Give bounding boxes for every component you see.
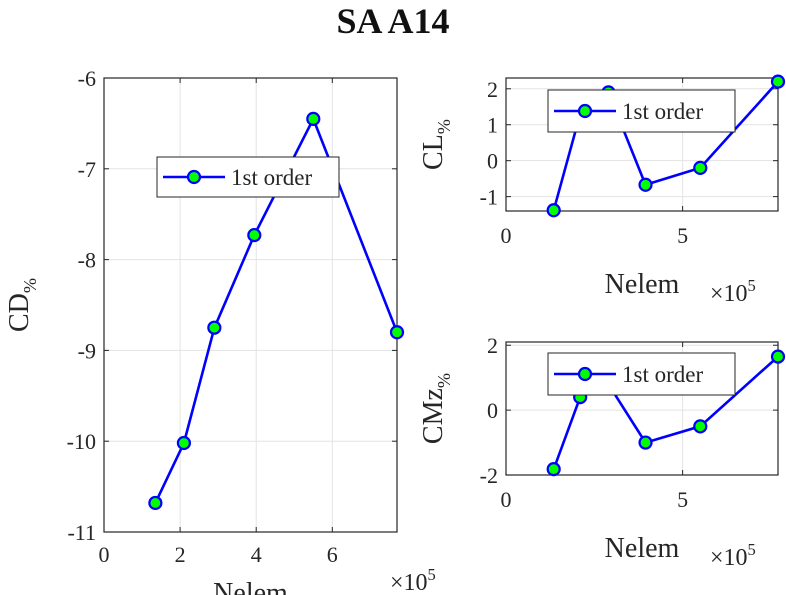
x-axis-exponent: ×105 bbox=[710, 276, 756, 307]
data-point bbox=[176, 435, 192, 451]
legend-box bbox=[156, 156, 340, 198]
y-tick-label: -1 bbox=[480, 185, 498, 210]
data-point bbox=[247, 227, 262, 243]
data-point bbox=[693, 160, 708, 175]
data-point bbox=[546, 462, 561, 477]
y-tick-label: -11 bbox=[67, 520, 96, 545]
x-tick-label: 5 bbox=[677, 487, 688, 512]
y-tick-label: -9 bbox=[78, 338, 96, 363]
y-axis-label: CMz% bbox=[418, 373, 454, 444]
plot-area bbox=[104, 78, 397, 532]
data-point bbox=[389, 325, 405, 340]
data-point bbox=[306, 111, 321, 126]
data-point bbox=[770, 349, 786, 364]
y-tick-label: -10 bbox=[67, 429, 96, 454]
data-point bbox=[693, 419, 708, 434]
series-line bbox=[154, 115, 399, 504]
x-axis-exponent: ×105 bbox=[390, 565, 436, 595]
x-tick-label: 0 bbox=[501, 487, 512, 512]
x-tick-label: 2 bbox=[175, 542, 186, 567]
y-tick-label: 0 bbox=[487, 149, 498, 174]
figure-title: SA A14 bbox=[336, 1, 450, 41]
x-axis-label: Nelem bbox=[605, 269, 680, 300]
data-point bbox=[148, 495, 163, 511]
axes-box bbox=[505, 77, 779, 212]
y-axis-label: CL% bbox=[418, 119, 454, 170]
x-axis-exponent: ×105 bbox=[710, 540, 756, 571]
legend-label: 1st order bbox=[231, 165, 312, 190]
x-axis-label: Nelem bbox=[605, 533, 680, 564]
y-tick-label: -2 bbox=[480, 463, 498, 488]
legend-label: 1st order bbox=[622, 99, 703, 124]
legend-marker bbox=[577, 103, 593, 119]
x-axis-label: Nelem bbox=[213, 578, 288, 595]
axes-box bbox=[103, 77, 398, 533]
data-point bbox=[638, 435, 653, 450]
y-tick-label: 2 bbox=[487, 333, 498, 358]
data-point bbox=[770, 74, 786, 89]
legend-marker bbox=[186, 169, 202, 185]
data-point bbox=[546, 203, 561, 218]
x-tick-label: 4 bbox=[251, 542, 262, 567]
y-tick-label: 2 bbox=[487, 77, 498, 102]
y-tick-label: 1 bbox=[487, 113, 498, 138]
y-tick-label: -7 bbox=[78, 157, 96, 182]
data-point bbox=[207, 320, 222, 335]
plot-cd: 0 2 4 6 -11 -10 -9 -8 -7 -6 CD% Nelem ×105 1st order bbox=[4, 66, 436, 595]
x-tick-label: 6 bbox=[327, 542, 338, 567]
x-tick-label: 0 bbox=[99, 542, 110, 567]
x-tick-label: 0 bbox=[501, 223, 512, 248]
axes-box bbox=[505, 341, 779, 476]
data-point bbox=[638, 177, 653, 192]
y-tick-label: -6 bbox=[78, 66, 96, 91]
series-line bbox=[552, 355, 779, 470]
legend-marker bbox=[577, 366, 593, 382]
y-axis-label: CD% bbox=[4, 278, 40, 332]
legend-label: 1st order bbox=[622, 362, 703, 387]
x-tick-label: 5 bbox=[677, 223, 688, 248]
y-tick-label: 0 bbox=[487, 398, 498, 423]
y-tick-label: -8 bbox=[78, 248, 96, 273]
